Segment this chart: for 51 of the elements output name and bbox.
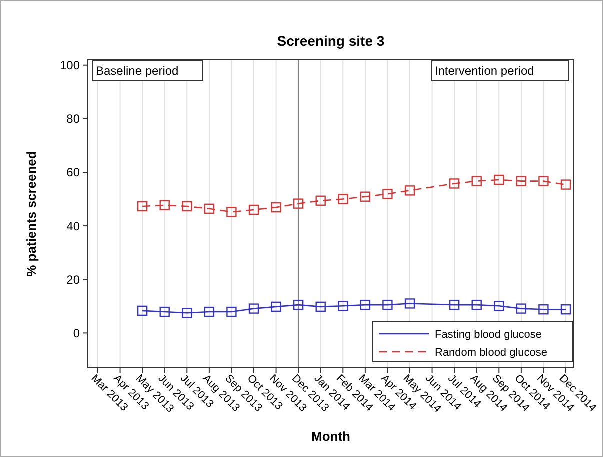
- point: [472, 176, 482, 186]
- y-axis-title: % patients screened: [24, 151, 39, 277]
- point: [137, 306, 148, 316]
- point: [226, 207, 237, 218]
- point: [472, 300, 482, 310]
- legend-label: Fasting blood glucose: [435, 328, 542, 341]
- legend-label: Random blood glucose: [435, 346, 548, 359]
- point: [271, 302, 282, 312]
- point: [360, 192, 371, 202]
- annotation: Intervention period: [434, 64, 534, 78]
- annotation: Baseline period: [96, 64, 179, 78]
- point: [182, 308, 192, 318]
- point: [316, 196, 326, 206]
- point: [404, 298, 416, 309]
- point: [338, 194, 348, 204]
- point: [382, 189, 393, 200]
- point: [248, 304, 260, 314]
- y-tick-label: 60: [66, 166, 80, 180]
- x-axis-title: Month: [312, 429, 351, 444]
- point: [338, 301, 348, 312]
- point: [560, 304, 572, 315]
- chart-title: Screening site 3: [277, 33, 385, 49]
- y-tick-label: 40: [66, 219, 80, 234]
- point: [160, 200, 170, 211]
- point: [204, 204, 215, 214]
- y-tick-label: 0: [73, 326, 80, 340]
- point: [226, 306, 237, 318]
- y-tick-label: 80: [66, 112, 80, 126]
- point: [560, 180, 572, 190]
- point: [404, 186, 416, 196]
- y-tick-label: 100: [60, 58, 80, 73]
- point: [204, 306, 215, 318]
- point: [516, 304, 527, 314]
- point: [494, 301, 504, 312]
- point: [449, 300, 460, 310]
- point: [182, 201, 192, 212]
- point: [538, 176, 549, 186]
- point: [160, 306, 170, 318]
- point: [137, 201, 148, 212]
- point: [538, 304, 549, 315]
- point: [360, 300, 371, 310]
- point: [449, 178, 460, 189]
- point: [494, 174, 504, 186]
- point: [271, 202, 282, 213]
- point: [382, 300, 393, 310]
- point: [316, 302, 326, 312]
- point: [293, 300, 304, 310]
- y-tick-label: 20: [66, 272, 80, 287]
- point: [516, 176, 527, 186]
- point: [248, 204, 260, 216]
- point: [293, 198, 304, 209]
